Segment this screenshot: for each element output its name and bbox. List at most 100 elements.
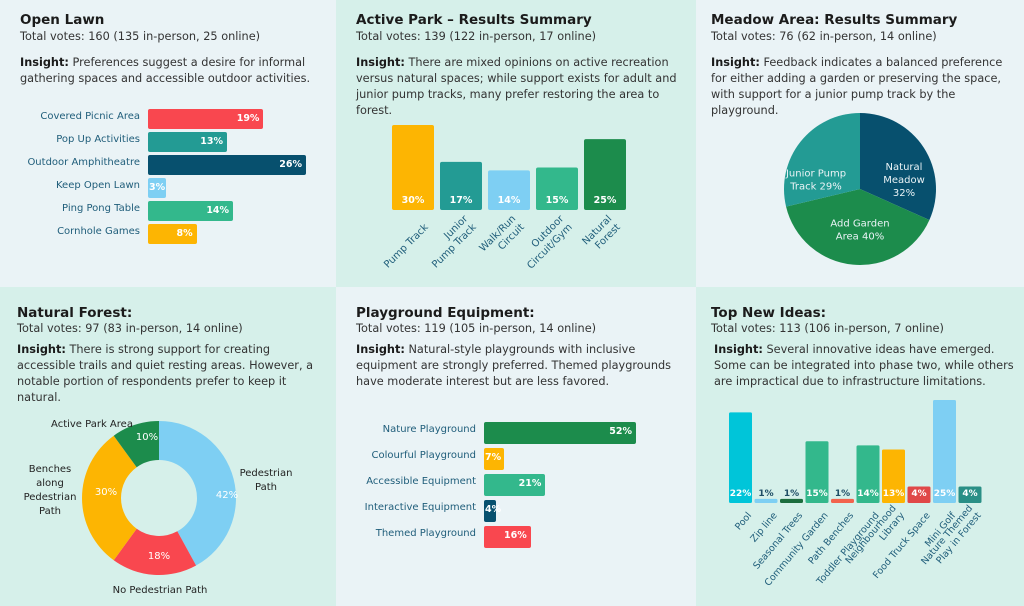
svg-text:Pool: Pool (733, 510, 754, 532)
slice-label-pedestrian-path: Pedestrian Path (240, 468, 293, 493)
insight-body: Feedback indicates a balanced preference… (711, 56, 1003, 117)
bar-value-food-truck-space: 4% (911, 489, 926, 499)
insight-text: Insight: Several innovative ideas have e… (714, 342, 1014, 390)
slice-value-no-pedestrian-path: 18% (148, 551, 170, 562)
bar-value-toddler-playground: 14% (857, 489, 879, 499)
bar-outdoor-amphitheatre (148, 155, 306, 175)
panel-title: Natural Forest: (17, 305, 133, 321)
bar-label-accessible-equipment: Accessible Equipment (366, 476, 476, 487)
svg-text:Area 40%: Area 40% (836, 232, 884, 243)
svg-text:Pedestrian: Pedestrian (24, 492, 77, 503)
panel-title: Active Park – Results Summary (356, 12, 592, 28)
bar-label-keep-open-lawn: Keep Open Lawn (56, 180, 140, 191)
panel-title: Playground Equipment: (356, 305, 535, 321)
bar-label-nature-playground: Nature Playground (382, 424, 476, 435)
slice-value-pedestrian-path: 42% (216, 490, 238, 501)
total-votes: Total votes: 119 (105 in-person, 14 onli… (356, 322, 597, 335)
insight-label: Insight: (356, 343, 405, 356)
slice-pedestrian-path (159, 421, 236, 566)
slice-benches-along-pedestrian-path (81, 435, 137, 561)
svg-text:Benches: Benches (29, 464, 72, 475)
svg-text:No Pedestrian Path: No Pedestrian Path (113, 585, 208, 596)
insight-text: Insight: Natural-style playgrounds with … (356, 342, 676, 390)
bar-community-garden (805, 441, 829, 503)
bar-label-colourful-playground: Colourful Playground (371, 450, 477, 461)
bar-label-ping-pong-table: Ping Pong Table (62, 203, 140, 214)
insight-body: Several innovative ideas have emerged. S… (714, 343, 1014, 388)
bar-value-themed-playground: 16% (504, 530, 527, 541)
slice-no-pedestrian-path (113, 528, 197, 575)
bar-neighbourhood-library (882, 449, 905, 503)
bar-value-outdoor-circuit-gym: 15% (546, 195, 569, 206)
panel-new-ideas: Top New Ideas: Total votes: 113 (106 in-… (696, 287, 1024, 606)
slice-value-benches-along-pedestrian-path: 30% (95, 487, 117, 498)
bar-value-accessible-equipment: 21% (518, 478, 542, 489)
slice-label-junior-pump-track: Junior Pump Track 29% (785, 169, 846, 193)
bar-value-ping-pong-table: 14% (206, 205, 230, 216)
svg-text:along: along (36, 478, 64, 489)
bar-value-outdoor-amphitheatre: 26% (279, 159, 302, 170)
bar-food-truck-space (907, 486, 931, 503)
bar-natural-forest (584, 139, 626, 210)
bar-accessible-equipment (484, 474, 546, 496)
bar-label-outdoor-amphitheatre: Outdoor Amphitheatre (27, 157, 140, 168)
panel-title: Top New Ideas: (711, 305, 827, 321)
bar-pump-track (392, 125, 434, 210)
bar-seasonal-trees (780, 498, 803, 503)
bar-value-natural-forest: 25% (594, 195, 617, 206)
bar-themed-playground (484, 526, 531, 548)
panel-open-lawn: Open Lawn Total votes: 160 (135 in-perso… (0, 0, 336, 287)
insight-text: Insight: There are mixed opinions on act… (356, 55, 686, 119)
bar-walk-run-circuit (488, 170, 530, 210)
svg-text:Active Park Area: Active Park Area (51, 419, 133, 430)
bar-ping-pong-table (148, 201, 234, 221)
bar-value-keep-open-lawn: 3% (149, 182, 166, 193)
bar-value-pool: 22% (730, 489, 752, 499)
insight-text: Insight: Preferences suggest a desire fo… (20, 55, 320, 87)
bar-label-pop-up-activities: Pop Up Activities (56, 134, 140, 145)
bar-zip-line (754, 498, 778, 503)
svg-text:Natural: Natural (886, 162, 923, 173)
slice-add-garden-area (786, 189, 930, 265)
insight-body: There are mixed opinions on active recre… (356, 56, 677, 117)
bar-value-path-benches: 1% (835, 489, 850, 499)
insight-body: There is strong support for creating acc… (17, 343, 314, 404)
bar-toddler-playground (856, 445, 880, 503)
bar-path-benches (831, 498, 854, 503)
insight-label: Insight: (20, 56, 69, 69)
bar-value-colourful-playground: 7% (485, 452, 502, 463)
bar-nature-themed-play-in-forest (958, 486, 982, 503)
insight-body: Preferences suggest a desire for informa… (20, 56, 311, 85)
insight-label: Insight: (711, 56, 760, 69)
bar-pool (729, 412, 752, 503)
bar-value-cornhole-games: 8% (176, 228, 193, 239)
bar-value-pump-track: 30% (402, 195, 425, 206)
svg-text:Path: Path (39, 506, 61, 517)
bar-value-seasonal-trees: 1% (784, 489, 799, 499)
svg-text:Junior Pump: Junior Pump (785, 169, 846, 180)
bar-covered-picnic-area (148, 109, 264, 129)
total-votes: Total votes: 113 (106 in-person, 7 onlin… (711, 322, 944, 335)
total-votes: Total votes: 76 (62 in-person, 14 online… (711, 30, 937, 43)
svg-text:Pump Track: Pump Track (382, 222, 431, 271)
total-votes: Total votes: 97 (83 in-person, 14 online… (17, 322, 243, 335)
axis-label-pool: Pool (733, 510, 754, 532)
panel-title: Open Lawn (20, 12, 105, 28)
slice-label-add-garden-area: Add Garden Area 40% (830, 219, 889, 243)
bar-label-interactive-equipment: Interactive Equipment (364, 502, 476, 513)
slice-label-active-park-area: Active Park Area (51, 419, 133, 430)
bar-keep-open-lawn (148, 178, 167, 198)
insight-body: Natural-style playgrounds with inclusive… (356, 343, 672, 388)
panel-active-park: Active Park – Results Summary Total vote… (336, 0, 696, 287)
bar-value-zip-line: 1% (758, 489, 773, 499)
bar-mini-golf (933, 400, 956, 503)
axis-label-pump-track: Pump Track (382, 222, 431, 271)
bar-cornhole-games (148, 224, 197, 244)
bar-value-walk-run-circuit: 14% (498, 195, 521, 206)
svg-text:Meadow: Meadow (883, 175, 925, 186)
panel-natural-forest: Natural Forest: Total votes: 97 (83 in-p… (0, 287, 336, 606)
